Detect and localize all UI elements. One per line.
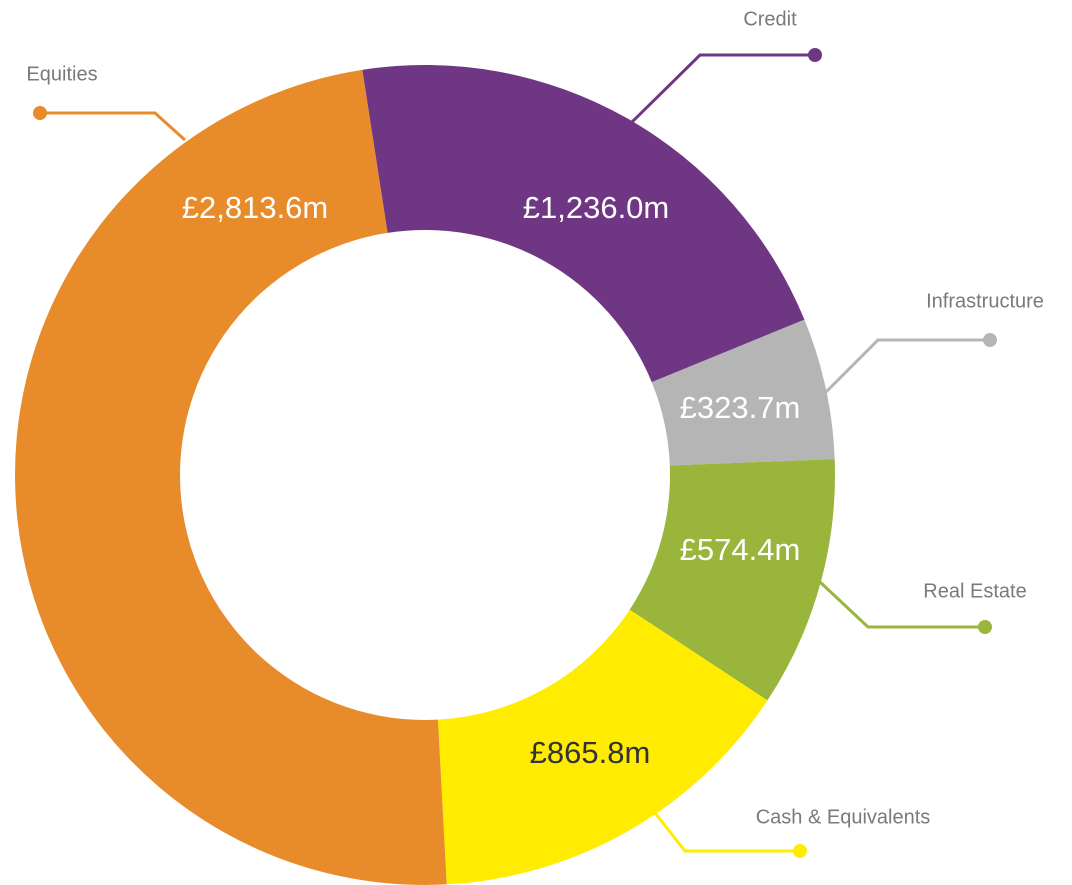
category-label: Equities [26,63,97,85]
category-label: Cash & Equivalents [756,806,931,828]
donut-slice [362,65,805,383]
category-label: Infrastructure [926,290,1044,312]
donut-slice [437,609,768,885]
value-label: £1,236.0m [523,190,670,225]
category-label: Real Estate [923,580,1026,602]
leader-line [643,799,800,853]
leader-dot [978,620,992,634]
leader-line [818,338,990,400]
leader-dot [33,106,47,120]
value-label: £2,813.6m [182,190,329,225]
leader-line [40,111,187,142]
donut-slice [651,319,835,466]
donut-slice [629,459,835,701]
leader-line [630,53,815,124]
value-label: £574.4m [680,532,801,567]
category-label: Credit [743,8,797,30]
leader-dot [793,844,807,858]
value-label: £323.7m [680,390,801,425]
leader-dot [983,333,997,347]
value-label: £865.8m [530,735,651,770]
donut-slice [15,69,447,885]
leader-dot [808,48,822,62]
leader-line [818,580,985,629]
